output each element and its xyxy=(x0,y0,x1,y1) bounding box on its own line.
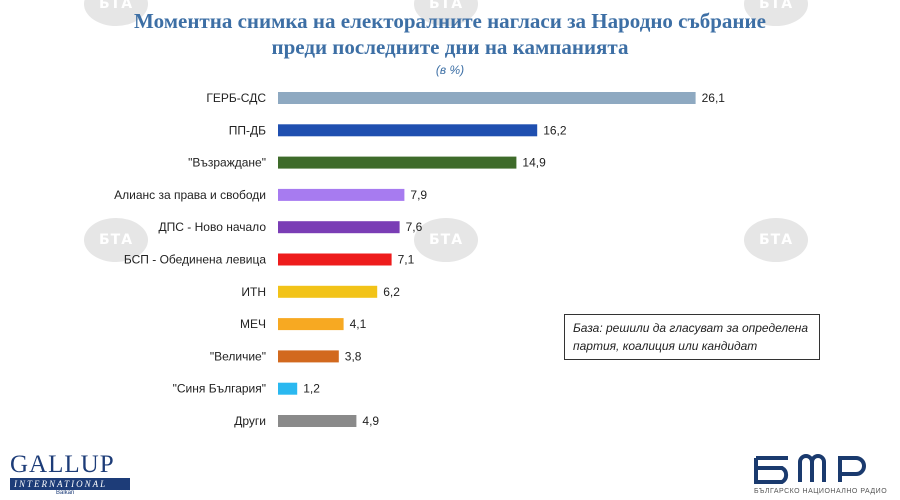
base-note-line2: партия, коалиция или кандидат xyxy=(573,339,758,353)
bta-watermark-badge: БТА xyxy=(744,218,808,262)
bta-watermark: БТА xyxy=(744,218,814,268)
data-label: 6,2 xyxy=(383,285,400,299)
bta-watermark: БТА xyxy=(744,0,814,32)
data-label: 7,1 xyxy=(398,253,415,267)
data-label: 4,1 xyxy=(350,317,367,331)
bnr-logo-text: БЪЛГАРСКО НАЦИОНАЛНО РАДИО xyxy=(754,488,888,495)
category-label: "Възраждане" xyxy=(188,156,266,170)
data-label: 7,9 xyxy=(410,188,427,202)
bnr-logo-icon xyxy=(754,454,866,484)
bta-watermark: БТА xyxy=(84,0,154,32)
bar xyxy=(278,188,405,201)
gallup-logo: GALLUP INTERNATIONAL Balkan xyxy=(10,452,140,498)
data-label: 7,6 xyxy=(406,220,423,234)
category-label: ДПС - Ново начало xyxy=(159,220,267,234)
bar xyxy=(278,92,696,104)
bnr-logo: БЪЛГАРСКО НАЦИОНАЛНО РАДИО xyxy=(748,452,888,498)
base-note: База: решили да гласуват за определена п… xyxy=(564,314,820,360)
data-label: 16,2 xyxy=(543,123,567,137)
bar xyxy=(278,124,538,137)
data-label: 3,8 xyxy=(345,349,362,363)
bar-chart: ГЕРБ-СДС 26,1 ПП-ДБ 16,2 "Възраждане" 14,9 Али… xyxy=(114,91,726,428)
bar xyxy=(278,253,392,266)
bar xyxy=(278,350,339,363)
category-label: МЕЧ xyxy=(240,317,266,331)
base-note-line1: База: решили да гласуват за определена xyxy=(573,321,809,335)
category-label: БСП - Обединена левица xyxy=(124,253,266,267)
bar xyxy=(278,156,517,169)
unit-label: (в %) xyxy=(435,63,465,77)
data-label: 1,2 xyxy=(303,382,320,396)
chart-title-line1: Моментна снимка на електоралните нагласи… xyxy=(134,9,766,33)
category-label: Алианс за права и свободи xyxy=(114,188,266,202)
bta-watermark: БТА xyxy=(414,218,484,268)
gallup-logo-sub: Balkan xyxy=(56,490,75,496)
chart-title-line2: преди последните дни на кампанията xyxy=(271,35,629,59)
category-label: ИТН xyxy=(241,285,266,299)
bar xyxy=(278,221,400,234)
bta-watermark-badge: БТА xyxy=(84,218,148,262)
bar xyxy=(278,285,378,298)
category-label: "Синя България" xyxy=(173,382,266,396)
bta-watermark: БТА xyxy=(414,0,484,32)
category-label: "Величие" xyxy=(210,349,266,363)
gallup-logo-bar: INTERNATIONAL xyxy=(10,478,130,490)
gallup-logo-name: GALLUP xyxy=(10,451,115,478)
category-label: ГЕРБ-СДС xyxy=(206,91,266,105)
bta-watermark: БТА xyxy=(84,218,154,268)
data-label: 26,1 xyxy=(702,91,726,105)
bar xyxy=(278,382,298,395)
bta-watermark-badge: БТА xyxy=(414,218,478,262)
category-label: Други xyxy=(234,414,266,428)
bar xyxy=(278,415,357,427)
bar xyxy=(278,318,344,331)
category-label: ПП-ДБ xyxy=(229,123,266,137)
data-label: 4,9 xyxy=(362,414,379,428)
chart-title: Моментна снимка на електоралните нагласи… xyxy=(0,8,900,60)
data-label: 14,9 xyxy=(522,156,546,170)
